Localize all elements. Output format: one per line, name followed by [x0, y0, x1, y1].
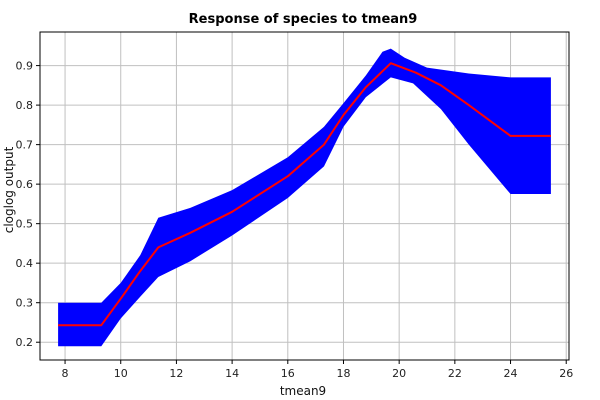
y-axis: 0.2 0.3 0.4 0.5 0.6 0.7 0.8 0.9	[16, 60, 40, 349]
x-tick-label: 14	[225, 367, 239, 380]
x-tick-label: 12	[169, 367, 183, 380]
x-axis-label: tmean9	[280, 384, 326, 398]
y-tick-label: 0.6	[16, 178, 34, 191]
x-tick-label: 24	[504, 367, 518, 380]
plot-frame	[39, 31, 570, 361]
x-tick-label: 8	[62, 367, 69, 380]
chart-title: Response of species to tmean9	[189, 12, 418, 27]
x-tick-label: 16	[281, 367, 295, 380]
y-tick-label: 0.2	[16, 336, 34, 349]
x-tick-label: 10	[114, 367, 128, 380]
x-tick-label: 22	[448, 367, 462, 380]
mean-response-group	[58, 62, 551, 327]
y-tick-label: 0.3	[16, 297, 34, 310]
y-tick-label: 0.4	[16, 257, 34, 270]
y-tick-label: 0.8	[16, 99, 34, 112]
y-axis-label: cloglog output	[2, 146, 16, 233]
x-axis: 8 10 12 14 16 18 20 22 24 26	[62, 360, 573, 380]
y-tick-label: 0.5	[16, 218, 34, 231]
x-tick-label: 18	[336, 367, 350, 380]
y-tick-label: 0.7	[16, 139, 34, 152]
y-tick-label: 0.9	[16, 60, 34, 73]
mean-response-line	[58, 62, 551, 327]
x-tick-label: 20	[392, 367, 406, 380]
x-tick-label: 26	[559, 367, 573, 380]
